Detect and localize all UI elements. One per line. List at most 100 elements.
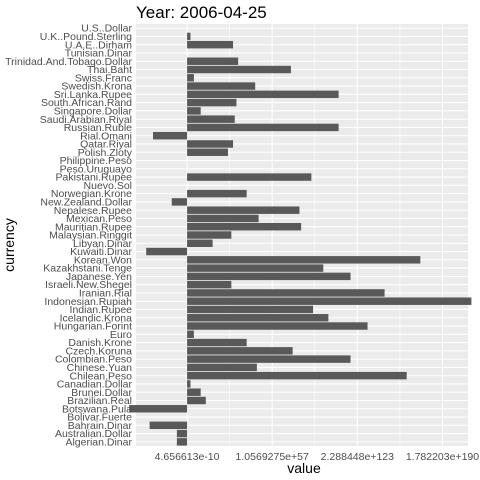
bar — [187, 363, 257, 372]
x-axis-title: value — [287, 460, 321, 476]
y-tick-label: Chinese.Yuan — [67, 362, 133, 374]
bar — [129, 405, 188, 413]
y-tick-label: Indian.Rupee — [70, 304, 133, 316]
x-tick-labels: 4.656613e-10 1.0569275e+57 2.288448e+123 1.… — [155, 451, 480, 463]
y-tick-label: Brazilian.Real — [67, 395, 132, 407]
bar — [187, 305, 314, 314]
y-tick-label: Mexican.Peso — [66, 213, 132, 225]
y-tick-label: Malaysian.Ringgit — [49, 230, 132, 242]
y-tick-label: Brunei.Dollar — [71, 387, 132, 399]
y-tick-label: Australian.Dollar — [55, 428, 133, 440]
bar — [187, 371, 407, 380]
bar — [176, 429, 188, 438]
y-tick-label: Bahrain.Dinar — [68, 420, 133, 432]
bar — [187, 330, 194, 339]
bar — [187, 388, 201, 396]
bar — [187, 239, 213, 247]
x-tick-label: 4.656613e-10 — [155, 451, 220, 463]
y-tick-labels: U.S..DollarU.K..Pound.SterlingU.A.E..Dir… — [5, 23, 133, 449]
bar — [187, 231, 232, 239]
bar — [187, 380, 191, 388]
y-tick-label: Iranian.Rial — [79, 288, 132, 300]
bar — [171, 198, 188, 206]
bar — [187, 65, 291, 74]
y-tick-label: Icelandic.Krona — [60, 312, 133, 324]
y-tick-label: Canadian.Dollar — [57, 379, 133, 391]
y-tick-label: Pakistani.Rupee — [56, 172, 133, 184]
y-tick-label: Rial.Omani — [80, 130, 132, 142]
x-tick-label: 1.782203e+190 — [406, 451, 479, 463]
bar — [187, 57, 239, 65]
y-tick-label: Saudi.Arabian.Riyal — [40, 114, 132, 126]
bar — [187, 347, 293, 355]
bar — [187, 123, 339, 132]
bar — [187, 355, 351, 363]
bar — [187, 90, 339, 99]
bar — [187, 264, 324, 272]
chart-title: Year: 2006-04-25 — [136, 3, 267, 22]
y-tick-label: Qatar.Riyal — [80, 139, 132, 151]
y-tick-label: Japanese.Yen — [66, 271, 132, 283]
bar — [187, 173, 312, 181]
bar — [187, 206, 300, 214]
bar — [187, 140, 234, 148]
x-tick-label: 1.0569275e+57 — [236, 451, 309, 463]
y-tick-label: Polish.Zloty — [78, 147, 133, 159]
bar — [187, 82, 256, 90]
bar — [187, 280, 232, 289]
bar — [187, 40, 234, 49]
bars — [129, 32, 472, 446]
bar — [187, 396, 206, 405]
y-tick-label: Israeli.New.Shegel — [45, 279, 132, 291]
y-tick-label: Philippine.Peso — [60, 155, 133, 167]
y-tick-label: Nuevo.Sol — [84, 180, 132, 192]
y-tick-label: Algerian.Dinar — [65, 436, 132, 448]
y-tick-label: Peso.Uruguayo — [60, 163, 133, 175]
y-tick-label: Kazakhstani.Tenge — [43, 263, 132, 275]
y-tick-label: Hungarian.Forint — [54, 321, 132, 333]
y-tick-label: Danish.Krone — [68, 337, 132, 349]
y-tick-label: Chilean.Peso — [70, 370, 133, 382]
y-tick-label: U.A.E..Dirham — [65, 39, 132, 51]
y-tick-label: New.Zealand.Dollar — [40, 197, 132, 209]
y-tick-label: U.K..Pound.Sterling — [40, 31, 132, 43]
y-tick-label: Botswana.Pula — [62, 403, 132, 415]
bar — [187, 74, 194, 82]
bar — [187, 272, 351, 281]
y-tick-label: South.African.Rand — [41, 97, 132, 109]
y-tick-label: U.S..Dollar — [81, 23, 132, 35]
y-tick-label: Trinidad.And.Tobago.Dollar — [5, 56, 132, 68]
bar — [146, 247, 188, 256]
bar — [187, 98, 237, 107]
bar — [187, 322, 368, 330]
y-tick-label: Korean.Won — [74, 254, 132, 266]
y-tick-label: Sri.Lanka.Rupee — [54, 89, 132, 101]
bar — [176, 438, 188, 446]
bar — [187, 214, 259, 223]
bar — [187, 107, 201, 115]
y-tick-label: Bolivar.Fuerte — [67, 412, 132, 424]
y-tick-label: Swiss.Franc — [75, 72, 132, 84]
bar — [187, 297, 472, 305]
bar — [187, 115, 235, 123]
bar — [149, 421, 188, 430]
y-tick-label: Nepalese.Rupee — [54, 205, 132, 217]
x-tick-label: 2.288448e+123 — [321, 451, 394, 463]
bar — [187, 256, 421, 264]
bar — [187, 314, 329, 322]
y-tick-label: Libyan.Dinar — [73, 238, 132, 250]
y-axis-title: currency — [1, 218, 17, 272]
y-tick-label: Thai.Baht — [87, 64, 132, 76]
y-tick-label: Indonesian.Rupiah — [44, 296, 132, 308]
y-tick-label: Swedish.Krona — [61, 81, 132, 93]
y-tick-label: Mauritian.Rupee — [55, 221, 132, 233]
bar — [187, 338, 247, 347]
y-tick-label: Norwegian.Krone — [51, 188, 132, 200]
y-tick-label: Euro — [110, 329, 132, 341]
y-tick-label: Colombian.Peso — [55, 354, 132, 366]
bar — [187, 223, 302, 231]
y-tick-label: Tunisian.Dinar — [65, 48, 133, 60]
y-tick-label: Kuwaiti.Dinar — [70, 246, 132, 258]
y-tick-label: Czech.Koruna — [65, 345, 132, 357]
